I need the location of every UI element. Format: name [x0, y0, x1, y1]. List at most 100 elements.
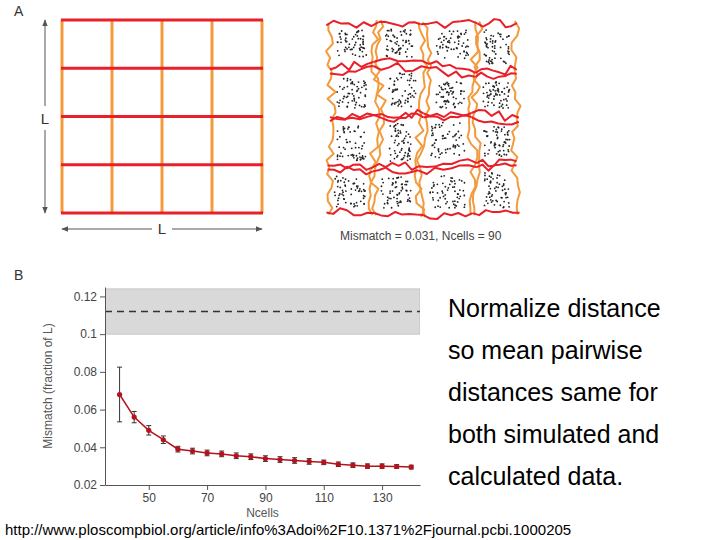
dot [396, 77, 398, 79]
dot [405, 190, 407, 192]
dot [484, 175, 486, 177]
dot [442, 89, 444, 91]
tick-mark [324, 485, 325, 490]
dot [484, 172, 486, 174]
dot [497, 151, 499, 153]
dot [456, 48, 458, 50]
dot [436, 45, 438, 47]
dot [356, 32, 358, 34]
dot [458, 43, 460, 45]
dot [398, 103, 400, 105]
cell-vertical-edge [419, 168, 425, 217]
dot [486, 135, 488, 137]
cell-vertical-edge [326, 23, 333, 71]
cell-vertical-edge [423, 22, 432, 66]
dot [342, 177, 344, 179]
error-bar [132, 411, 137, 422]
dot [401, 73, 403, 75]
dot [406, 184, 408, 186]
irregular-cells [326, 19, 520, 219]
dot [499, 154, 501, 156]
dot [389, 148, 391, 150]
dot [410, 75, 412, 77]
dot [443, 39, 445, 41]
dot [457, 201, 459, 203]
dot [388, 87, 390, 89]
dot [492, 35, 494, 37]
dot [484, 155, 486, 157]
dot [507, 52, 509, 54]
dot [408, 150, 410, 152]
dot [449, 184, 451, 186]
dot [347, 78, 349, 80]
dot [488, 61, 490, 63]
dot [364, 104, 366, 106]
dot [464, 182, 466, 184]
axis-line [106, 485, 421, 486]
dot [502, 38, 504, 40]
cell-horizontal-edge [379, 22, 421, 27]
dot [386, 48, 388, 50]
dot [343, 132, 345, 134]
dot [500, 100, 502, 102]
dot [360, 38, 362, 40]
dimension-label: L [158, 220, 166, 237]
dot [395, 181, 397, 183]
dot [444, 57, 446, 59]
dot [496, 84, 498, 86]
dot [506, 104, 508, 106]
data-point [263, 456, 268, 461]
dot [345, 41, 347, 43]
dot [339, 136, 341, 138]
dot [348, 180, 350, 182]
dot [356, 155, 358, 157]
dot [491, 102, 493, 104]
dot [508, 202, 510, 204]
dot [493, 51, 495, 53]
dot [486, 39, 488, 41]
dot [463, 206, 465, 208]
dot [397, 135, 399, 137]
dot [455, 98, 457, 100]
dot [349, 141, 351, 143]
dot [446, 91, 448, 93]
dot [502, 146, 504, 148]
dot [338, 105, 340, 107]
dot [381, 178, 383, 180]
dot [461, 45, 463, 47]
dot [404, 152, 406, 154]
dot [394, 103, 396, 105]
dot [350, 79, 352, 81]
dot [453, 144, 455, 146]
dot [337, 186, 339, 188]
dot [344, 96, 346, 98]
grid-horizontal-edge [61, 163, 263, 166]
dot [339, 36, 341, 38]
cell-horizontal-edge [471, 110, 518, 121]
dot [411, 45, 413, 47]
dot [415, 80, 417, 82]
dot [351, 100, 353, 102]
dot [432, 132, 434, 134]
dot [507, 134, 509, 136]
dot [337, 156, 339, 158]
dot [485, 83, 487, 85]
data-point [277, 457, 282, 462]
dot [439, 197, 441, 199]
dot [483, 101, 485, 103]
dot [359, 104, 361, 106]
dot [359, 44, 361, 46]
dot [457, 30, 459, 32]
dot [437, 53, 439, 55]
dot [451, 93, 453, 95]
dot [492, 40, 494, 42]
dot [353, 98, 355, 100]
dot [441, 190, 443, 192]
dot [388, 198, 390, 200]
error-bar [321, 460, 326, 465]
dot [361, 51, 363, 53]
dot [445, 38, 447, 40]
cell-vertical-edge [419, 22, 428, 66]
tick: 0.1 [80, 327, 105, 341]
dot [459, 189, 461, 191]
